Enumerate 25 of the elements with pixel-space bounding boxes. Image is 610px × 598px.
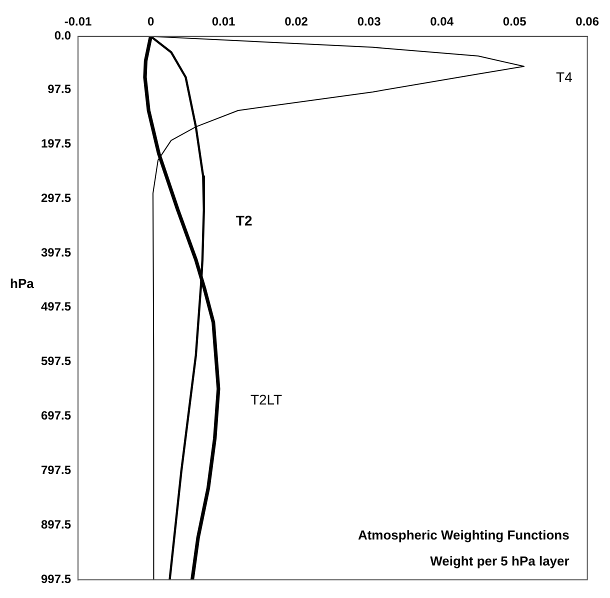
y-tick-label: 197.5 — [41, 136, 72, 150]
x-tick-label: 0.04 — [430, 14, 454, 29]
x-tick-label: 0.05 — [502, 14, 527, 29]
annotation: Atmospheric Weighting Functions — [358, 527, 570, 542]
x-tick-label: 0.02 — [284, 14, 308, 29]
y-axis-title: hPa — [10, 276, 35, 291]
y-tick-label: 0.0 — [54, 28, 72, 43]
text: T4 — [556, 69, 573, 86]
y-tick-label: 797.5 — [41, 463, 72, 478]
x-tick-label: -0.01 — [64, 14, 92, 29]
x-tick-label: 0.03 — [357, 14, 382, 29]
text: T2LT — [250, 392, 283, 408]
y-tick-label: 697.5 — [41, 408, 72, 423]
x-tick-label: 0.06 — [576, 14, 600, 29]
y-tick-label: 997.5 — [41, 572, 72, 586]
y-tick-label: 97.5 — [48, 82, 72, 96]
annotation: Weight per 5 hPa layer — [430, 553, 570, 568]
text: T2 — [236, 212, 252, 228]
y-tick-label: 497.5 — [41, 300, 72, 314]
y-tick-label: 297.5 — [41, 190, 72, 205]
x-tick-label: 0 — [147, 14, 154, 29]
y-tick-label: 897.5 — [41, 518, 72, 532]
y-tick-label: 397.5 — [41, 245, 72, 260]
x-tick-label: 0.01 — [212, 14, 236, 29]
y-tick-label: 597.5 — [41, 354, 72, 368]
